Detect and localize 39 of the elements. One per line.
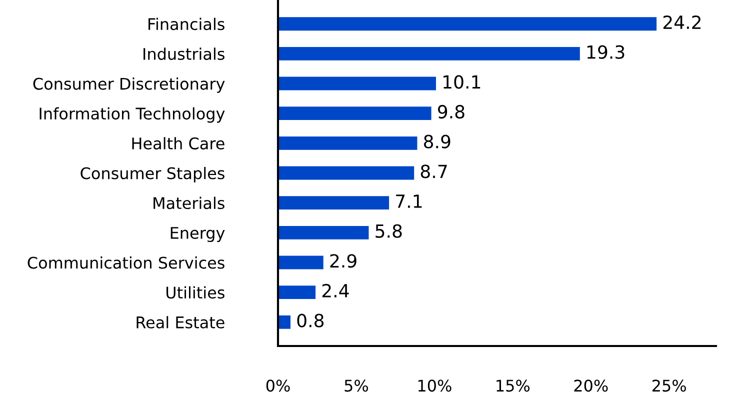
- x-tick-label: 5%: [344, 380, 368, 392]
- bar: [278, 166, 414, 180]
- data-label: 24.2: [663, 15, 701, 29]
- y-tick-label: Utilities: [166, 286, 224, 299]
- y-tick-label: Energy: [170, 227, 225, 242]
- x-tick-label: 15%: [496, 380, 530, 392]
- data-label: 2.4: [322, 284, 349, 298]
- data-label: 5.8: [376, 224, 402, 238]
- data-label: 0.8: [297, 314, 324, 328]
- data-label: 9.8: [438, 104, 464, 119]
- bar: [278, 196, 390, 210]
- bar: [278, 256, 324, 270]
- bar: [278, 136, 418, 150]
- x-tick-label: 0%: [266, 380, 290, 392]
- data-label: 10.1: [444, 75, 480, 89]
- data-label: 19.3: [587, 45, 624, 59]
- bar: [278, 17, 657, 31]
- x-tick-label: 10%: [418, 380, 452, 392]
- y-tick-label: Real Estate: [136, 316, 224, 328]
- bar: [278, 106, 432, 120]
- x-tick-label: 20%: [574, 380, 608, 392]
- bar: [278, 76, 436, 90]
- y-tick-label: Information Technology: [40, 107, 225, 123]
- y-tick-label: Consumer Staples: [80, 166, 224, 182]
- bar: [278, 315, 291, 329]
- bar: [278, 226, 369, 240]
- y-tick-label: Materials: [154, 196, 224, 210]
- y-tick-label: Consumer Discretionary: [33, 77, 225, 93]
- y-tick-label: Industrials: [144, 48, 224, 60]
- data-label: 8.9: [424, 134, 450, 148]
- y-tick-label: Financials: [148, 18, 224, 30]
- bar: [278, 46, 580, 60]
- bar: [278, 286, 316, 300]
- x-tick-label: 25%: [652, 380, 686, 392]
- y-tick-label: Communication Services: [28, 256, 224, 269]
- y-tick-label: Health Care: [132, 137, 224, 150]
- data-label: 7.1: [396, 194, 422, 208]
- data-label: 2.9: [330, 254, 356, 268]
- data-label: 8.7: [420, 164, 447, 178]
